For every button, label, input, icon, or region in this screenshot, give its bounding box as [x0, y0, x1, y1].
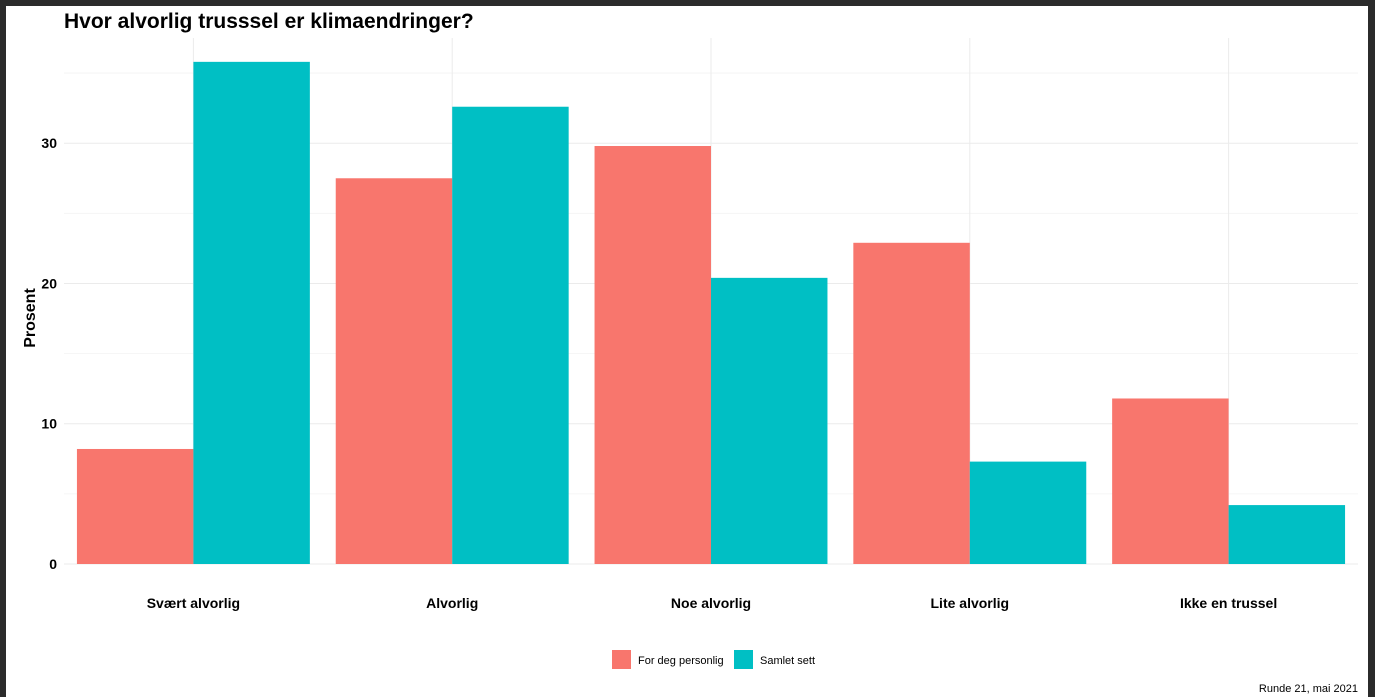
bar: [193, 62, 309, 564]
legend-label: Samlet sett: [760, 655, 815, 667]
x-tick-label: Ikke en trussel: [1180, 595, 1277, 611]
bar: [452, 107, 568, 564]
legend-swatch: [734, 650, 753, 669]
bar: [1112, 398, 1228, 564]
x-tick-label: Lite alvorlig: [931, 595, 1010, 611]
y-tick-label: 10: [41, 416, 57, 432]
chart-caption: Runde 21, mai 2021: [1259, 683, 1358, 695]
y-tick-label: 30: [41, 135, 57, 151]
bar: [77, 449, 193, 564]
x-tick-label: Alvorlig: [426, 595, 478, 611]
bar: [1229, 505, 1345, 564]
bar: [336, 178, 452, 564]
legend-swatch: [612, 650, 631, 669]
chart-title: Hvor alvorlig trusssel er klimaendringer…: [64, 10, 474, 33]
x-tick-label: Noe alvorlig: [671, 595, 751, 611]
y-axis-title: Prosent: [22, 288, 39, 348]
bar: [970, 462, 1086, 564]
legend-label: For deg personlig: [638, 655, 724, 667]
x-tick-label: Svært alvorlig: [147, 595, 240, 611]
bar: [711, 278, 827, 564]
legend: For deg personlig Samlet sett: [612, 650, 815, 669]
bar-chart: 0 10 20 30 Svært alvorlig Alvorlig Noe alvorli…: [6, 6, 1368, 697]
y-tick-label: 20: [41, 275, 57, 291]
y-tick-label: 0: [49, 556, 57, 572]
bar: [853, 243, 969, 564]
chart-frame: 0 10 20 30 Svært alvorlig Alvorlig Noe alvorli…: [6, 6, 1368, 697]
bar: [595, 146, 711, 564]
